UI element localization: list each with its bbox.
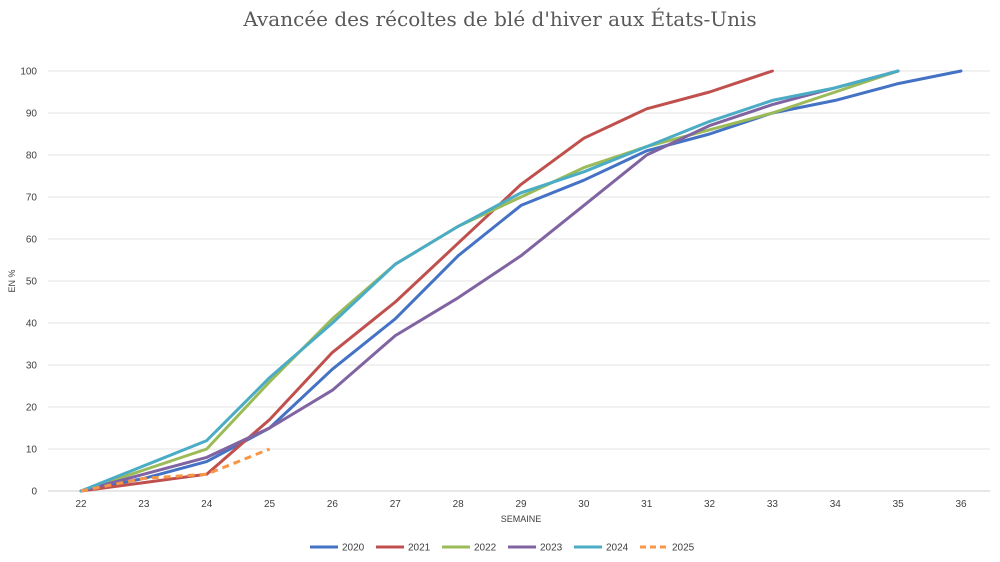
x-axis-label: SEMAINE	[501, 514, 542, 524]
x-tick-label: 31	[641, 499, 653, 510]
x-tick-label: 23	[138, 499, 150, 510]
y-tick-label: 50	[26, 277, 38, 288]
legend: 2020 2021 2022 2023 2024 2025	[310, 543, 695, 554]
x-tick-labels: 22 23 24 25 26 27 28 29 30 31 32 33 34 35 36	[75, 499, 967, 510]
y-tick-label: 100	[20, 67, 37, 78]
y-tick-labels: 0 10 20 30 40 50 60 70 80 90 100	[20, 67, 37, 498]
x-tick-label: 34	[830, 499, 842, 510]
y-tick-label: 30	[26, 361, 38, 372]
legend-label-2021: 2021	[408, 543, 431, 554]
series-line-2025	[80, 447, 271, 493]
y-tick-label: 20	[26, 403, 38, 414]
x-tick-label: 28	[453, 499, 465, 510]
legend-label-2024: 2024	[606, 543, 629, 554]
series-line-2022	[79, 69, 900, 493]
series-line-2020	[79, 69, 963, 493]
grid-layer	[48, 70, 990, 492]
series-layer	[79, 69, 963, 493]
x-tick-label: 26	[327, 499, 339, 510]
series-line-2023	[79, 69, 900, 493]
legend-label-2023: 2023	[540, 543, 563, 554]
x-tick-label: 35	[893, 499, 905, 510]
chart-title: Avancée des récoltes de blé d'hiver aux …	[242, 7, 756, 31]
x-tick-label: 29	[515, 499, 527, 510]
x-tick-label: 24	[201, 499, 213, 510]
x-tick-label: 36	[955, 499, 967, 510]
x-tick-label: 22	[75, 499, 87, 510]
legend-label-2025: 2025	[672, 543, 695, 554]
y-tick-label: 40	[26, 319, 38, 330]
y-tick-label: 70	[26, 193, 38, 204]
y-tick-label: 90	[26, 109, 38, 120]
y-tick-label: 60	[26, 235, 38, 246]
x-tick-label: 33	[767, 499, 779, 510]
y-tick-label: 80	[26, 151, 38, 162]
series-line-2024	[79, 69, 900, 493]
y-axis-label: EN %	[7, 269, 17, 292]
series-line-2021	[79, 69, 774, 493]
y-tick-label: 10	[26, 445, 38, 456]
legend-label-2020: 2020	[342, 543, 365, 554]
x-tick-label: 30	[578, 499, 590, 510]
x-tick-label: 25	[264, 499, 276, 510]
x-tick-label: 32	[704, 499, 716, 510]
y-tick-label: 0	[31, 487, 37, 498]
x-tick-label: 27	[390, 499, 402, 510]
legend-label-2022: 2022	[474, 543, 497, 554]
